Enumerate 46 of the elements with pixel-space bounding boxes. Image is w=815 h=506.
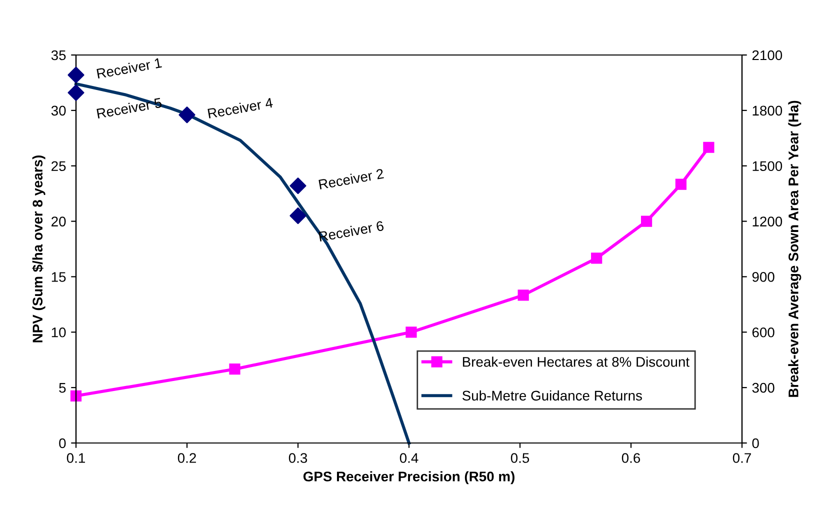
- y-tick-label: 35: [51, 50, 66, 60]
- point: [675, 178, 687, 190]
- y2-tick-label: 1800: [752, 106, 782, 116]
- y2-tick-label: 1200: [752, 216, 782, 226]
- x-tick-label: 0.4: [400, 453, 418, 463]
- point: [290, 207, 306, 224]
- point: [68, 66, 84, 84]
- point: [406, 326, 417, 338]
- y2-tick-label: 0: [752, 438, 759, 448]
- point: [178, 106, 196, 124]
- annotation: Receiver 4: [208, 97, 274, 119]
- y-tick-label: 20: [52, 216, 66, 226]
- y-axis-title: NPV (Sum $/ha over 8 years): [32, 156, 46, 342]
- annotation: Receiver 2: [318, 168, 384, 190]
- x-tick-label: 0.6: [622, 453, 640, 463]
- point: [290, 178, 306, 194]
- x-tick-label: 0.5: [510, 453, 530, 463]
- legend-label: Sub-Metre Guidance Returns: [462, 390, 642, 401]
- x-tick-label: 0.2: [178, 453, 196, 463]
- y2-tick-label: 900: [752, 272, 774, 282]
- annotation: Receiver 5: [96, 97, 162, 119]
- y-tick-label: 30: [51, 106, 66, 116]
- point: [591, 252, 602, 264]
- point: [70, 390, 82, 402]
- annotation: Receiver 6: [318, 220, 384, 242]
- point: [703, 142, 714, 153]
- point: [518, 290, 529, 301]
- annotation: Receiver 1: [96, 57, 162, 79]
- y2-tick-label: 1500: [752, 161, 782, 172]
- y2-axis-title: Break-even Average Sown Area Per Year (Ha): [788, 100, 802, 397]
- legend-label: Break-even Hectares at 8% Discount: [462, 356, 690, 367]
- y-tick-label: 5: [59, 383, 66, 393]
- x-tick-label: 0.7: [732, 453, 751, 463]
- y-tick-label: 15: [52, 272, 66, 282]
- point: [640, 216, 652, 227]
- y2-tick-label: 2100: [752, 50, 782, 60]
- y-tick-label: 25: [52, 161, 66, 172]
- x-axis-title: GPS Receiver Precision (R50 m): [303, 471, 514, 484]
- point: [229, 364, 240, 375]
- x-tick-label: 0.1: [66, 453, 85, 463]
- y2-tick-label: 300: [752, 382, 774, 393]
- y-tick-label: 0: [59, 438, 66, 448]
- x-tick-label: 0.3: [288, 453, 308, 463]
- y2-tick-label: 600: [752, 327, 774, 338]
- point: [68, 84, 84, 101]
- y-tick-label: 10: [52, 327, 66, 338]
